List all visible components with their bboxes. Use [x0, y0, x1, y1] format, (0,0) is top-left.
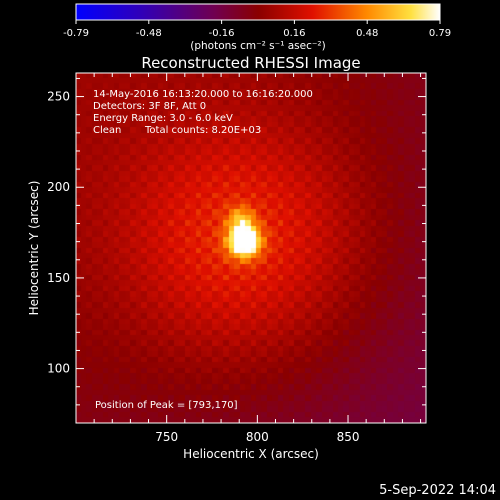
plot-frame: [75, 72, 427, 424]
colorbar-tick-label: -0.48: [136, 28, 162, 39]
axis-ticks: 750 800 850 100 150 200 250: [47, 73, 426, 444]
x-tick-label: 850: [337, 430, 360, 444]
y-tick-label: 250: [47, 90, 70, 104]
annotation-peak-position: Position of Peak = [793,170]: [95, 400, 238, 411]
annotation-detectors: Detectors: 3F 8F, Att 0: [93, 101, 206, 112]
y-axis-label: Heliocentric Y (arcsec): [27, 181, 41, 316]
colorbar-unit-label: (photons cm⁻² s⁻¹ asec⁻²): [190, 40, 325, 52]
annotation-time-range: 14-May-2016 16:13:20.000 to 16:16:20.000: [93, 89, 313, 100]
colorbar-gradient: [75, 3, 441, 21]
chart-title: Reconstructed RHESSI Image: [141, 54, 360, 72]
y-tick-label: 200: [47, 180, 70, 194]
plot-annotations: 14-May-2016 16:13:20.000 to 16:16:20.000…: [93, 89, 313, 411]
x-tick-label: 800: [246, 430, 269, 444]
annotation-method: Clean: [93, 125, 121, 136]
x-tick-label: 750: [155, 430, 178, 444]
colorbar-tick-label: -0.79: [63, 28, 89, 39]
footer-date: 5-Sep-2022 14:04: [379, 483, 496, 498]
heatmap-image: [76, 73, 426, 423]
colorbar-tick-label: 0.79: [429, 28, 451, 39]
x-axis-label: Heliocentric X (arcsec): [183, 447, 319, 461]
annotation-energy: Energy Range: 3.0 - 6.0 keV: [93, 113, 233, 124]
colorbar-ticks: -0.79 -0.48 -0.16 0.16 0.48 0.79: [63, 20, 451, 39]
colorbar-tick-label: 0.48: [356, 28, 378, 39]
colorbar-tick-label: -0.16: [209, 28, 235, 39]
colorbar: -0.79 -0.48 -0.16 0.16 0.48 0.79 (photons cm⁻…: [63, 3, 451, 52]
annotation-counts: Total counts: 8.20E+03: [144, 125, 261, 136]
colorbar-tick-label: 0.16: [283, 28, 305, 39]
y-tick-label: 150: [47, 271, 70, 285]
y-tick-label: 100: [47, 362, 70, 376]
